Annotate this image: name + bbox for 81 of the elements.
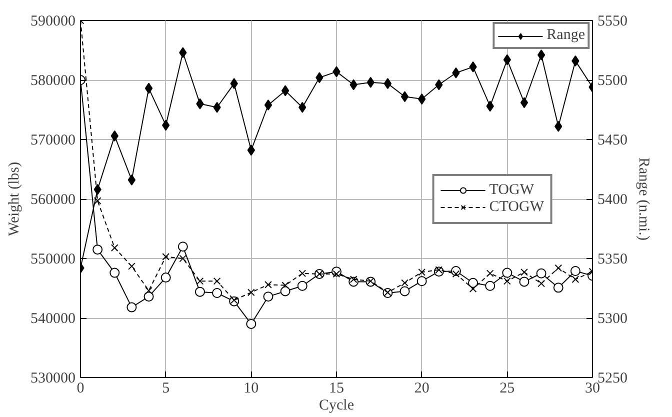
- point: [400, 286, 410, 296]
- y-tick-label: 560000: [30, 192, 76, 208]
- y-tick-label: 550000: [30, 252, 76, 268]
- legend-label: CTOGW: [489, 198, 544, 216]
- point: [246, 318, 256, 329]
- y-tick-label: 530000: [30, 370, 76, 386]
- point: [538, 280, 545, 288]
- point: [94, 197, 102, 204]
- point: [298, 270, 306, 278]
- point: [128, 174, 136, 186]
- point: [502, 268, 512, 278]
- y-tick-label: 580000: [30, 73, 76, 89]
- y2-tick-label: 5350: [598, 252, 628, 268]
- x-tick-label: 20: [414, 380, 430, 396]
- x-axis-title: Cycle: [319, 398, 354, 414]
- point: [280, 286, 290, 296]
- point: [92, 244, 103, 255]
- point: [162, 253, 170, 260]
- point: [350, 276, 358, 284]
- y2-tick-label: 5300: [598, 311, 628, 327]
- point: [297, 280, 308, 291]
- point: [468, 278, 478, 288]
- point: [263, 292, 274, 302]
- y2-tick-label: 5500: [598, 73, 628, 89]
- legend-label: TOGW: [489, 182, 534, 198]
- y-axis-title: Weight (lbs): [6, 162, 22, 236]
- point: [485, 280, 496, 291]
- point: [110, 268, 120, 278]
- point: [486, 270, 494, 278]
- point: [247, 288, 255, 296]
- x-tick-label: 25: [500, 380, 515, 396]
- x-tick-label: 10: [244, 380, 259, 396]
- y2-tick-label: 5550: [598, 14, 628, 30]
- point: [469, 285, 477, 293]
- point: [537, 50, 546, 61]
- point: [536, 268, 546, 278]
- point: [264, 281, 272, 288]
- point: [554, 264, 562, 272]
- point: [553, 282, 564, 293]
- point: [212, 288, 222, 298]
- point: [128, 262, 136, 270]
- point: [519, 276, 530, 287]
- point: [332, 270, 340, 278]
- y2-axis-title: Range (n.mi.): [636, 158, 652, 240]
- point: [384, 78, 392, 90]
- point: [520, 268, 528, 276]
- y-tick-label: 540000: [30, 311, 76, 327]
- point: [194, 286, 205, 297]
- x-tick-label: 5: [162, 380, 170, 396]
- point: [418, 268, 426, 276]
- y-tick-label: 590000: [30, 14, 76, 30]
- point: [144, 292, 154, 302]
- point: [452, 270, 460, 278]
- y-tick-label: 570000: [30, 132, 76, 148]
- point: [281, 85, 290, 96]
- point: [213, 277, 221, 285]
- point: [503, 277, 511, 285]
- point: [126, 302, 137, 312]
- point: [572, 276, 580, 284]
- point: [435, 266, 443, 274]
- point: [196, 277, 204, 285]
- x-tick-label: 15: [329, 380, 344, 396]
- point: [179, 254, 187, 262]
- point: [230, 296, 238, 304]
- point: [110, 244, 118, 252]
- x-tick-label: 0: [76, 380, 84, 396]
- legend-label: Range: [546, 27, 585, 44]
- point: [520, 97, 528, 108]
- point: [145, 286, 152, 294]
- point: [264, 99, 272, 110]
- point: [570, 266, 580, 276]
- y2-tick-label: 5400: [598, 192, 628, 208]
- point: [400, 91, 409, 102]
- x-tick-label: 30: [585, 380, 600, 396]
- y2-tick-label: 5450: [598, 132, 628, 148]
- point: [160, 272, 171, 283]
- point: [282, 282, 289, 289]
- point: [144, 82, 153, 94]
- point: [401, 279, 408, 287]
- point: [416, 276, 427, 286]
- point: [178, 242, 188, 252]
